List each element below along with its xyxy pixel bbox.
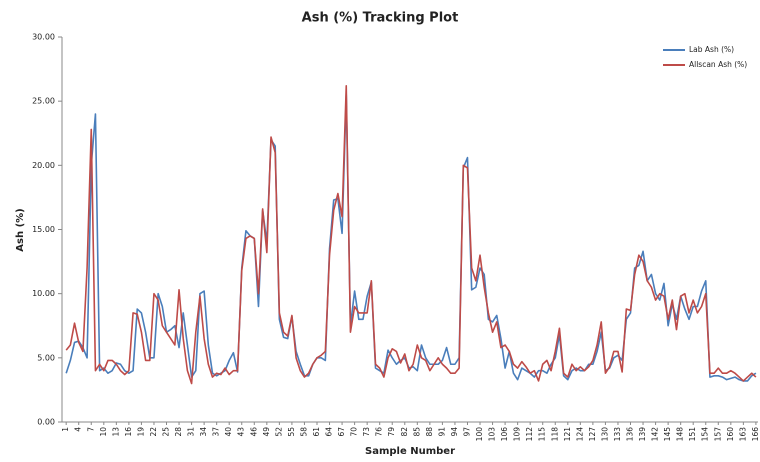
x-tick-label: 160	[726, 427, 735, 442]
x-tick-label: 163	[738, 427, 747, 442]
y-tick-label: 25.00	[32, 97, 55, 106]
x-tick-label: 10	[99, 427, 108, 437]
series-line	[65, 84, 757, 385]
x-tick-label: 79	[387, 427, 396, 437]
x-tick-label: 82	[400, 427, 409, 437]
x-tick-label: 124	[575, 427, 584, 442]
x-tick-label: 16	[124, 427, 133, 437]
x-tick-label: 40	[224, 427, 233, 437]
x-tick-label: 145	[663, 427, 672, 442]
x-tick-label: 115	[538, 427, 547, 442]
y-tick-label: 10.00	[32, 289, 55, 298]
x-tick-label: 43	[237, 427, 246, 437]
legend-label: Lab Ash (%)	[689, 45, 734, 54]
x-tick-label: 73	[362, 427, 371, 437]
x-tick-label: 151	[688, 427, 697, 442]
x-tick-label: 61	[312, 427, 321, 437]
y-axis-label: Ash (%)	[15, 208, 26, 251]
x-tick-label: 94	[450, 427, 459, 437]
x-tick-label: 88	[425, 427, 434, 437]
x-tick-label: 70	[350, 427, 359, 437]
x-tick-label: 139	[638, 427, 647, 442]
legend: Lab Ash (%) Allscan Ash (%)	[663, 45, 747, 69]
y-tick-label: 15.00	[32, 225, 55, 234]
y-tick-label: 20.00	[32, 161, 55, 170]
y-tick-label: 0.00	[37, 418, 55, 427]
x-tick-label: 97	[462, 427, 471, 437]
x-tick-label: 28	[174, 427, 183, 437]
x-tick-label: 55	[287, 427, 296, 437]
x-tick-label: 127	[588, 427, 597, 442]
x-tick-label: 100	[475, 427, 484, 442]
x-tick-label: 112	[525, 427, 534, 442]
x-tick-label: 142	[651, 427, 660, 442]
x-tick-label: 49	[262, 427, 271, 437]
x-tick-label: 7	[86, 427, 95, 432]
x-tick-label: 58	[299, 427, 308, 437]
x-tick-label: 1	[61, 427, 70, 432]
legend-label: Allscan Ash (%)	[689, 60, 747, 69]
x-tick-label: 85	[412, 427, 421, 437]
x-tick-label: 34	[199, 427, 208, 437]
x-tick-label: 148	[676, 427, 685, 442]
x-tick-label: 4	[74, 427, 83, 432]
x-tick-label: 157	[713, 427, 722, 442]
x-tick-label: 166	[751, 427, 760, 442]
x-tick-label: 52	[274, 427, 283, 437]
x-tick-label: 103	[488, 427, 497, 442]
y-tick-label: 30.00	[32, 33, 55, 42]
x-tick-label: 67	[337, 427, 346, 437]
x-tick-label: 25	[162, 427, 171, 437]
x-tick-label: 19	[136, 427, 145, 437]
x-tick-label: 31	[187, 427, 196, 437]
x-tick-label: 130	[600, 427, 609, 442]
x-tick-label: 46	[249, 427, 258, 437]
x-tick-label: 64	[325, 427, 334, 437]
x-tick-label: 106	[500, 427, 509, 442]
x-tick-label: 37	[212, 427, 221, 437]
x-axis-label: Sample Number	[365, 446, 455, 457]
x-tick-label: 154	[701, 427, 710, 442]
x-tick-label: 118	[550, 427, 559, 442]
y-tick-label: 5.00	[37, 353, 55, 362]
x-tick-label: 22	[149, 427, 158, 437]
x-tick-label: 136	[626, 427, 635, 442]
x-tick-label: 91	[437, 427, 446, 437]
x-tick-label: 133	[613, 427, 622, 442]
x-tick-label: 109	[513, 427, 522, 442]
x-tick-label: 76	[375, 427, 384, 437]
chart-title: Ash (%) Tracking Plot	[302, 11, 459, 26]
x-tick-label: 13	[111, 427, 120, 437]
x-tick-label: 121	[563, 427, 572, 442]
